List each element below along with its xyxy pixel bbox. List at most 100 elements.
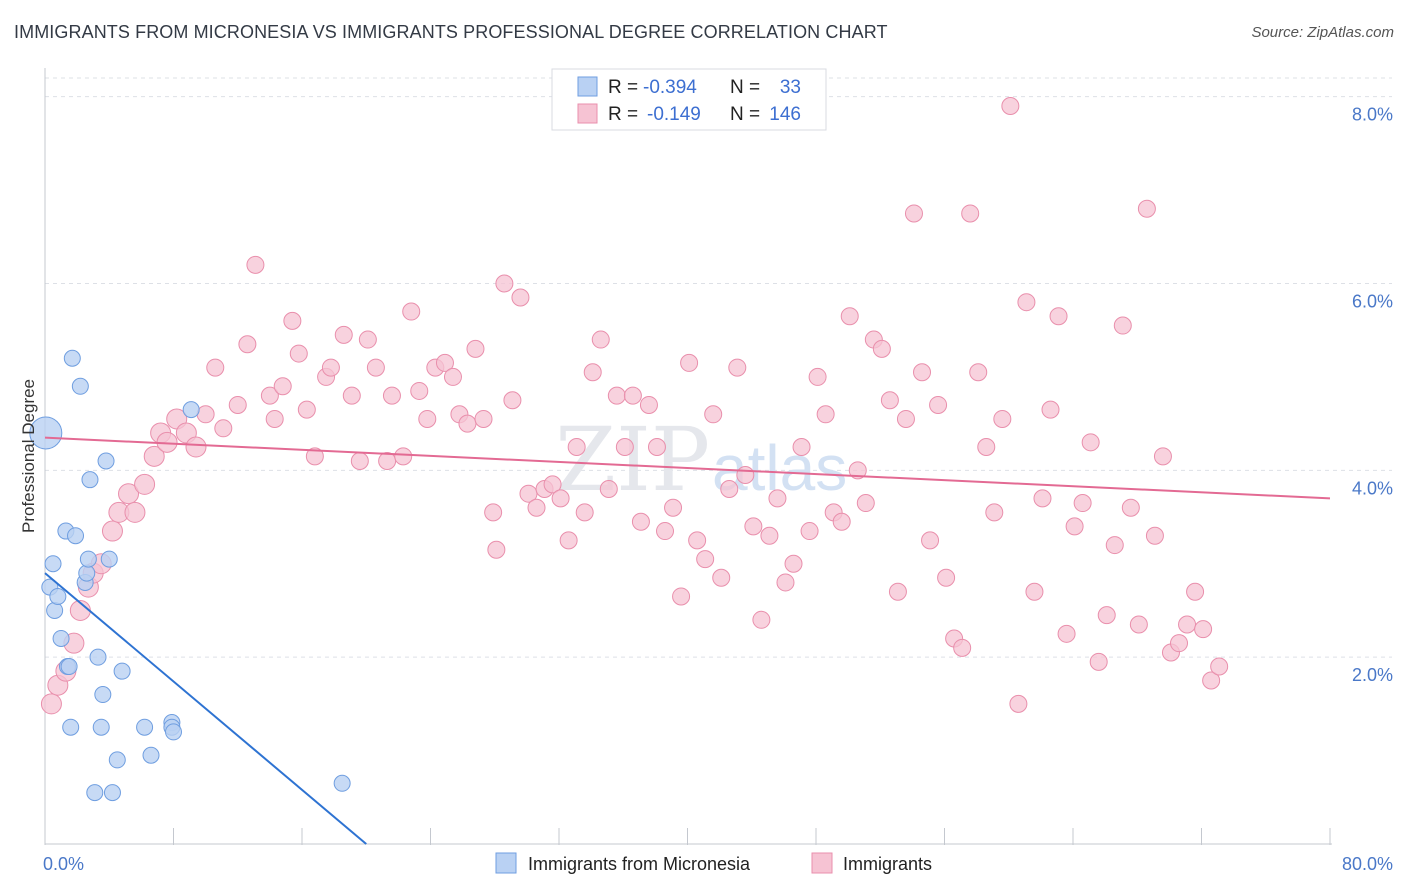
immigrants-point [1041,400,1060,419]
immigrants-point [760,526,779,545]
immigrants-point [40,693,62,715]
immigrants-point [656,522,675,541]
immigrants-point [246,255,265,274]
immigrants-point [334,325,353,344]
immigrants-point [443,367,462,386]
micronesia-point [44,555,62,573]
tick-labels: 2.0% 4.0% 6.0% 8.0% 0.0% 80.0% [43,105,1393,874]
immigrants-point [1210,657,1229,676]
immigrants-point [784,554,803,573]
immigrants-point [185,436,207,458]
micronesia-point [63,349,81,367]
immigrants-point [977,437,996,456]
immigrants-point [816,405,835,424]
immigrants-point [993,409,1012,428]
immigrants-point [623,386,642,405]
immigrants-point [1129,615,1148,634]
immigrants-point [969,363,988,382]
micronesia-trend-line [44,572,367,845]
immigrants-point [418,409,437,428]
immigrants-point [567,437,586,456]
micronesia-point [142,746,160,764]
immigrants-point [543,475,562,494]
immigrants-point [680,353,699,372]
immigrants-point [289,344,308,363]
immigrants-point [1113,316,1132,335]
legend-r-label-2: R = [608,104,638,125]
y-tick-label: 2.0% [1352,665,1393,685]
immigrants-point [101,520,123,542]
immigrants-point [458,414,477,433]
immigrants-point [921,531,940,550]
immigrants-point [704,405,723,424]
immigrants-point [1073,494,1092,513]
legend-r-value-2: -0.149 [647,104,701,125]
immigrants-point [265,409,284,428]
immigrants-points [40,97,1229,715]
immigrants-point [394,447,413,466]
immigrants-point [792,437,811,456]
immigrants-point [503,391,522,410]
immigrants-point [1202,671,1221,690]
immigrants-point [350,452,369,470]
micronesia-point [60,658,78,676]
immigrants-point [1049,307,1068,326]
immigrants-point [736,466,755,485]
micronesia-point [100,550,118,568]
legend-bottom-label-immigrants: Immigrants [843,854,932,874]
immigrants-point [474,409,493,428]
y-tick-label: 4.0% [1352,478,1393,498]
immigrants-point [484,503,503,522]
micronesia-point [62,718,80,736]
immigrants-point [752,610,771,629]
immigrants-point [1186,582,1205,601]
immigrants-point [1017,293,1036,312]
immigrants-point [1178,615,1197,634]
micronesia-point [52,629,70,647]
immigrants-point [1001,97,1020,116]
immigrants-point [1194,620,1213,639]
series-legend: Immigrants from Micronesia Immigrants [495,852,932,874]
chart-title: IMMIGRANTS FROM MICRONESIA VS IMMIGRANTS… [14,22,888,42]
immigrants-point [720,480,739,499]
immigrants-point [238,335,257,354]
immigrants-point [410,381,429,400]
micronesia-point [78,564,96,582]
micronesia-point [136,718,154,736]
micronesia-point [108,751,126,769]
legend-n-label-1: N = [730,77,760,98]
legend-swatch-blue [577,76,598,97]
immigrants-point [143,445,165,467]
correlation-legend: R = -0.394 N = 33 R = -0.149 N = 146 [551,68,827,131]
immigrants-point [273,377,292,396]
immigrants-point [607,386,626,405]
immigrants-point [1009,694,1028,713]
immigrants-point [937,568,956,587]
immigrants-point [1025,582,1044,601]
immigrants-point [1121,498,1140,517]
immigrants-point [696,550,715,569]
immigrants-point [848,461,867,480]
legend-bottom-swatch-blue [495,852,517,874]
immigrants-point [961,204,980,223]
immigrants-point [1153,447,1172,466]
trend-lines [44,436,1331,845]
micronesia-point [89,648,107,666]
micronesia-point [97,452,115,470]
immigrants-point [283,311,302,330]
immigrants-point [382,386,401,405]
immigrants-point [466,339,485,358]
immigrants-point [832,512,851,531]
immigrants-point [1170,634,1189,653]
micronesia-point [113,662,131,680]
immigrants-point [1033,489,1052,508]
immigrants-point [214,419,233,438]
immigrants-point [435,353,454,372]
immigrants-point [228,395,247,414]
immigrants-point [840,307,859,326]
legend-r-value-1: -0.394 [643,77,697,98]
legend-n-value-1: 33 [780,77,801,98]
legend-n-label-2: N = [730,104,760,125]
immigrants-point [1137,199,1156,218]
